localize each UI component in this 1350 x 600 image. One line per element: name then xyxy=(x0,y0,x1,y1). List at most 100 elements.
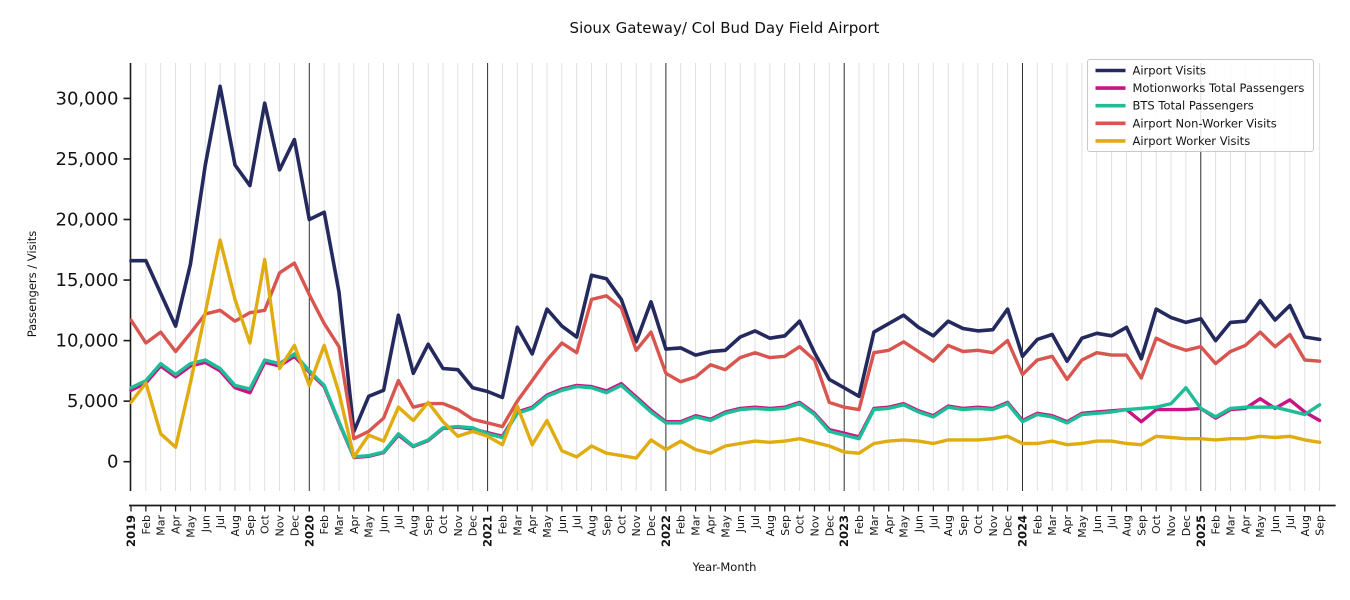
x-tick-label: Nov xyxy=(274,515,287,537)
y-tick-label: 25,000 xyxy=(56,149,119,170)
x-tick-label: Aug xyxy=(942,515,955,536)
x-tick-label: Dec xyxy=(288,515,301,536)
x-tick-label: Dec xyxy=(1180,515,1193,536)
x-tick-label: Jun xyxy=(556,515,569,533)
x-tick-label: Oct xyxy=(794,514,807,534)
series-line-airport-non-worker-visits xyxy=(129,261,1322,441)
legend-label: Motionworks Total Passengers xyxy=(1133,81,1305,95)
y-axis-title: Passengers / Visits xyxy=(25,230,39,338)
x-tick-label: Apr xyxy=(170,515,183,535)
x-tick-label: Dec xyxy=(467,515,480,536)
x-tick-label: Nov xyxy=(452,515,465,537)
y-tick-label: 30,000 xyxy=(56,88,119,109)
x-tick-label: 2020 xyxy=(302,515,316,547)
x-tick-label: Feb xyxy=(1031,515,1044,534)
x-tick-label: Nov xyxy=(1165,515,1178,537)
legend-label: Airport Visits xyxy=(1133,64,1207,78)
x-tick-label: Aug xyxy=(229,515,242,536)
x-tick-label: Jun xyxy=(1269,515,1282,533)
x-tick-label: Feb xyxy=(853,515,866,534)
x-tick-label: Jul xyxy=(1284,515,1297,529)
x-tick-label: Apr xyxy=(348,515,361,535)
x-tick-label: 2023 xyxy=(837,515,851,547)
x-tick-label: May xyxy=(719,515,732,538)
series-line-bts-total-passengers xyxy=(129,352,1322,459)
x-tick-label: Aug xyxy=(586,515,599,536)
series-line-airport-worker-visits xyxy=(129,238,1322,460)
x-tick-label: Sep xyxy=(244,515,257,536)
x-tick-label: Jun xyxy=(734,515,747,533)
legend-label: Airport Worker Visits xyxy=(1133,134,1251,148)
x-tick-label: Oct xyxy=(972,514,985,534)
y-tick-label: 10,000 xyxy=(56,331,119,352)
x-tick-label: Jun xyxy=(378,515,391,533)
x-tick-label: Apr xyxy=(1239,515,1252,535)
x-tick-label: Nov xyxy=(987,515,1000,537)
x-tick-label: May xyxy=(363,515,376,538)
x-tick-label: May xyxy=(541,515,554,538)
legend-label: BTS Total Passengers xyxy=(1133,99,1254,113)
x-tick-label: May xyxy=(1076,515,1089,538)
x-tick-label: May xyxy=(898,515,911,538)
x-tick-label: Jul xyxy=(392,515,405,529)
x-tick-label: Oct xyxy=(615,514,628,534)
series-line-airport-visits xyxy=(129,84,1322,434)
x-tick-label: Sep xyxy=(422,515,435,536)
x-tick-label: 2021 xyxy=(481,515,495,547)
x-tick-label: Jun xyxy=(912,515,925,533)
x-tick-label: Nov xyxy=(630,515,643,537)
x-axis-title: Year-Month xyxy=(692,560,757,574)
x-tick-label: Nov xyxy=(808,515,821,537)
x-tick-label: 2025 xyxy=(1194,515,1208,547)
x-tick-label: 2022 xyxy=(659,515,673,547)
x-tick-label: Jul xyxy=(749,515,762,529)
x-tick-label: Jun xyxy=(199,515,212,533)
x-tick-label: Aug xyxy=(1299,515,1312,536)
x-tick-label: Jun xyxy=(1091,515,1104,533)
x-tick-label: Mar xyxy=(333,515,346,536)
chart-title: Sioux Gateway/ Col Bud Day Field Airport xyxy=(569,19,880,37)
legend-box xyxy=(1087,59,1314,152)
x-tick-label: Dec xyxy=(645,515,658,536)
x-tick-label: Mar xyxy=(1224,515,1237,536)
x-tick-label: Oct xyxy=(437,514,450,534)
x-tick-label: Aug xyxy=(407,515,420,536)
x-tick-label: 2019 xyxy=(124,515,138,547)
x-tick-label: Sep xyxy=(779,515,792,536)
x-tick-label: Aug xyxy=(1120,515,1133,536)
x-tick-label: May xyxy=(184,515,197,538)
x-tick-label: Aug xyxy=(764,515,777,536)
x-tick-label: Sep xyxy=(600,515,613,536)
x-tick-label: Apr xyxy=(883,515,896,535)
x-tick-label: Sep xyxy=(957,515,970,536)
x-tick-label: Feb xyxy=(675,515,688,534)
x-tick-label: May xyxy=(1254,515,1267,538)
y-tick-label: 15,000 xyxy=(56,270,119,291)
x-tick-label: Apr xyxy=(704,515,717,535)
x-tick-label: Mar xyxy=(155,515,168,536)
x-tick-label: Feb xyxy=(318,515,331,534)
x-tick-label: Mar xyxy=(511,515,524,536)
x-tick-label: Apr xyxy=(1061,515,1074,535)
x-tick-label: Jul xyxy=(214,515,227,529)
x-tick-label: Feb xyxy=(496,515,509,534)
x-tick-label: Sep xyxy=(1314,515,1327,536)
x-tick-label: Feb xyxy=(1210,515,1223,534)
x-tick-label: Jul xyxy=(1106,515,1119,529)
x-tick-label: Mar xyxy=(690,515,703,536)
x-tick-label: Mar xyxy=(868,515,881,536)
x-tick-label: Feb xyxy=(140,515,153,534)
x-tick-label: Dec xyxy=(1002,515,1015,536)
legend-label: Airport Non-Worker Visits xyxy=(1133,116,1277,130)
y-tick-label: 20,000 xyxy=(56,210,119,231)
x-tick-label: Jul xyxy=(571,515,584,529)
x-tick-label: Mar xyxy=(1046,515,1059,536)
x-tick-label: Oct xyxy=(1150,514,1163,534)
x-tick-label: 2024 xyxy=(1015,515,1029,547)
x-tick-label: Apr xyxy=(526,515,539,535)
y-tick-label: 0 xyxy=(107,452,118,473)
x-tick-label: Sep xyxy=(1135,515,1148,536)
x-tick-label: Jul xyxy=(927,515,940,529)
